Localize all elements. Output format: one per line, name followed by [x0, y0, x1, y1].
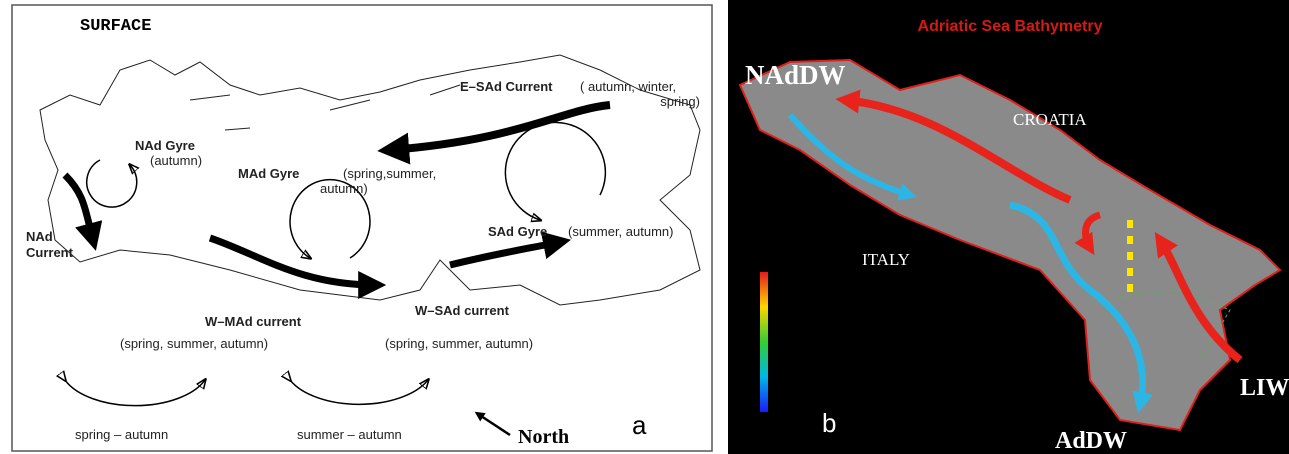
panel-label: a [632, 410, 647, 440]
label: NAd Gyre [135, 138, 195, 153]
panel-title: SURFACE [80, 17, 151, 36]
label: spring – autumn [75, 427, 168, 442]
label: (spring,summer, [343, 166, 436, 181]
panel-title: Adriatic Sea Bathymetry [918, 18, 1103, 35]
label: (autumn) [150, 153, 202, 168]
north-label: North [518, 426, 569, 448]
label: (summer, autumn) [568, 224, 673, 239]
label: (spring, summer, autumn) [385, 336, 533, 351]
label: ( autumn, winter, [580, 79, 676, 94]
label: autumn) [320, 181, 368, 196]
page: SURFACE E–SAd Current ( autumn, winter, … [0, 0, 1289, 454]
color-bar [760, 272, 768, 412]
label: AdDW [1055, 428, 1127, 454]
panel-label: b [822, 408, 836, 438]
label: LIW [1240, 375, 1289, 401]
label: NAd [26, 229, 53, 244]
label: (spring, summer, autumn) [120, 336, 268, 351]
figure: SURFACE E–SAd Current ( autumn, winter, … [0, 0, 1289, 454]
label: CROATIA [1013, 110, 1087, 129]
label: summer – autumn [297, 427, 402, 442]
label: W–SAd current [415, 303, 510, 318]
label: Current [26, 245, 74, 260]
label: MAd Gyre [238, 166, 299, 181]
label: spring) [660, 94, 700, 109]
label: W–MAd current [205, 314, 302, 329]
label: ITALY [862, 250, 910, 269]
label: SAd Gyre [488, 224, 547, 239]
label: NAdDW [745, 60, 846, 90]
panel-a: SURFACE E–SAd Current ( autumn, winter, … [12, 5, 712, 451]
panel-b: Adriatic Sea Bathymetry NAdDW CROATIA IT… [728, 0, 1289, 454]
label: E–SAd Current [460, 79, 553, 94]
